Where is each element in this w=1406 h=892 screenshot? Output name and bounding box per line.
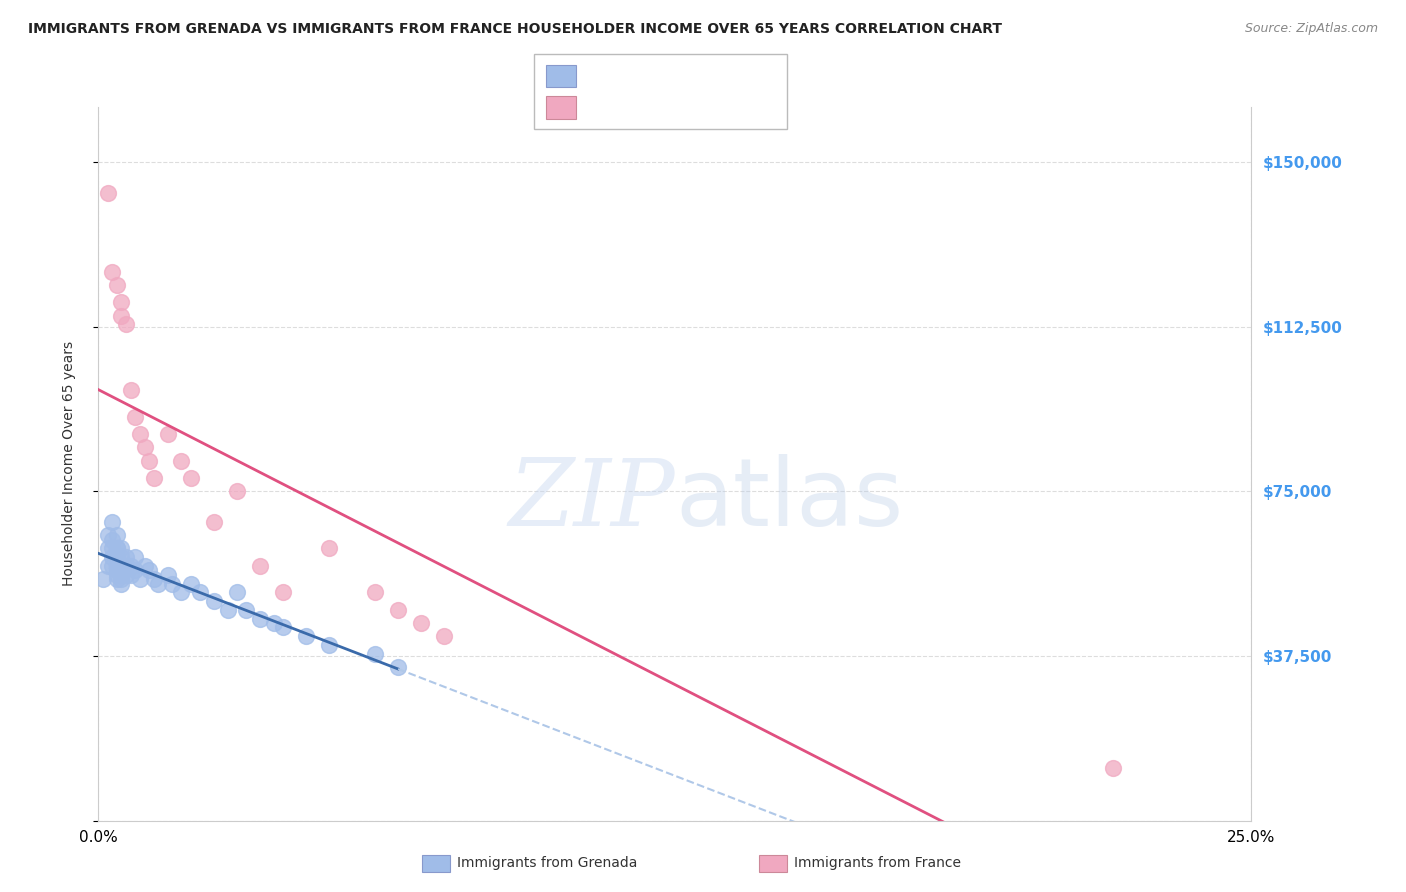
Point — [364, 585, 387, 599]
Point — [101, 533, 124, 547]
Point — [160, 576, 183, 591]
Point — [120, 384, 142, 398]
Point — [105, 528, 128, 542]
Point — [101, 515, 124, 529]
Point — [105, 572, 128, 586]
Point — [134, 558, 156, 573]
Point — [110, 567, 132, 582]
Point — [110, 558, 132, 573]
Point — [271, 620, 294, 634]
Text: Source: ZipAtlas.com: Source: ZipAtlas.com — [1244, 22, 1378, 36]
Point — [249, 558, 271, 573]
Point — [142, 572, 165, 586]
Point — [188, 585, 211, 599]
Point — [97, 541, 120, 556]
Point — [124, 563, 146, 577]
Text: 25: 25 — [700, 100, 720, 114]
Point — [235, 603, 257, 617]
Point — [115, 550, 138, 565]
Point — [364, 647, 387, 661]
Point — [124, 550, 146, 565]
Point — [105, 277, 128, 292]
Point — [180, 576, 202, 591]
Point — [110, 309, 132, 323]
Point — [110, 550, 132, 565]
Text: ZIP: ZIP — [508, 455, 675, 544]
Point — [105, 558, 128, 573]
Point — [120, 558, 142, 573]
Point — [115, 318, 138, 332]
Point — [142, 471, 165, 485]
Point — [101, 558, 124, 573]
Text: -0.315: -0.315 — [614, 100, 666, 114]
Point — [225, 585, 247, 599]
Point — [120, 567, 142, 582]
Point — [138, 563, 160, 577]
Point — [156, 567, 179, 582]
Point — [101, 541, 124, 556]
Text: N =: N = — [672, 69, 704, 83]
Point — [134, 441, 156, 455]
Point — [318, 541, 340, 556]
Point — [217, 603, 239, 617]
Point — [318, 638, 340, 652]
Point — [1102, 761, 1125, 775]
Point — [97, 558, 120, 573]
Point — [387, 603, 409, 617]
Point — [105, 567, 128, 582]
Text: 54: 54 — [700, 69, 720, 83]
Point — [124, 409, 146, 424]
Point — [105, 550, 128, 565]
Point — [105, 541, 128, 556]
Point — [148, 576, 170, 591]
Point — [110, 572, 132, 586]
Point — [202, 515, 225, 529]
Text: -0.207: -0.207 — [614, 69, 666, 83]
Point — [170, 453, 193, 467]
Point — [387, 660, 409, 674]
Point — [202, 594, 225, 608]
Point — [115, 558, 138, 573]
Text: N =: N = — [672, 100, 704, 114]
Text: R =: R = — [582, 69, 613, 83]
Point — [129, 427, 152, 442]
Text: Immigrants from Grenada: Immigrants from Grenada — [457, 856, 637, 871]
Point — [110, 576, 132, 591]
Point — [97, 528, 120, 542]
Point — [433, 629, 456, 643]
Point — [115, 567, 138, 582]
Point — [295, 629, 318, 643]
Point — [170, 585, 193, 599]
Point — [97, 186, 120, 200]
Text: IMMIGRANTS FROM GRENADA VS IMMIGRANTS FROM FRANCE HOUSEHOLDER INCOME OVER 65 YEA: IMMIGRANTS FROM GRENADA VS IMMIGRANTS FR… — [28, 22, 1002, 37]
Point — [91, 572, 114, 586]
Point — [105, 558, 128, 573]
Text: Immigrants from France: Immigrants from France — [794, 856, 962, 871]
Point — [105, 550, 128, 565]
Point — [138, 453, 160, 467]
Point — [411, 615, 433, 630]
Point — [105, 563, 128, 577]
Point — [110, 541, 132, 556]
Y-axis label: Householder Income Over 65 years: Householder Income Over 65 years — [62, 342, 76, 586]
Text: R =: R = — [582, 100, 619, 114]
Point — [180, 471, 202, 485]
Point — [249, 612, 271, 626]
Point — [263, 615, 285, 630]
Text: atlas: atlas — [675, 453, 903, 546]
Point — [101, 550, 124, 565]
Point — [156, 427, 179, 442]
Point — [129, 572, 152, 586]
Point — [110, 295, 132, 310]
Point — [110, 563, 132, 577]
Point — [105, 541, 128, 556]
Point — [101, 265, 124, 279]
Point — [271, 585, 294, 599]
Point — [225, 484, 247, 499]
